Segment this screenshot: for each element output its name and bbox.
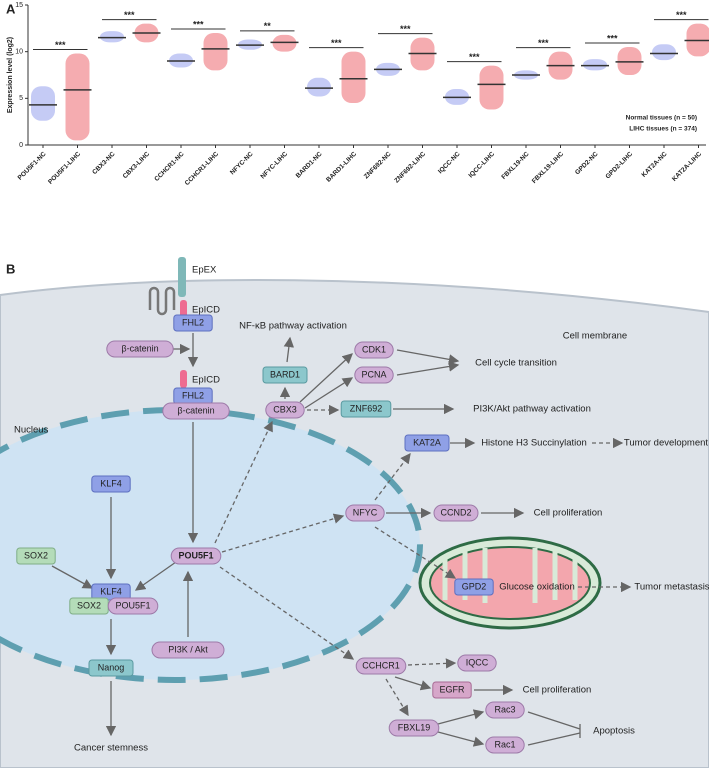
node-label: POU5F1 <box>178 550 213 560</box>
node-label: PI3K / Akt <box>168 644 208 654</box>
distribution <box>480 66 504 110</box>
x-tick-label: FBXL19-LIHC <box>531 150 566 185</box>
node-label: β-catenin <box>177 405 214 415</box>
node-label: GPD2 <box>462 581 487 591</box>
annotation: Cell proliferation <box>523 685 592 696</box>
y-tick-label: 0 <box>19 142 23 149</box>
node-label: CDK1 <box>362 344 386 354</box>
x-tick-label: NFYC-NC <box>229 150 255 176</box>
node-label: KLF4 <box>100 478 122 488</box>
node-label: KLF4 <box>100 586 122 596</box>
node-label: FBXL19 <box>398 722 431 732</box>
diagram: B EpEXEpICDFHL2β-cateninEpICDFHL2β-caten… <box>0 257 709 768</box>
x-tick-label: ZNF692-NC <box>363 150 393 180</box>
legend-entry: Normal tissues (n = 50) <box>626 115 697 122</box>
x-tick-label: BARD1-NC <box>295 150 324 179</box>
legend-entry: LIHC tissues (n = 374) <box>629 126 697 133</box>
panel-label: B <box>6 261 15 276</box>
x-tick-label: CCHCR1-NC <box>153 150 185 182</box>
annotation: PI3K/Akt pathway activation <box>473 404 591 415</box>
node-label: β-catenin <box>121 343 158 353</box>
x-tick-label: ZNF692-LIHC <box>393 150 427 184</box>
x-tick-label: CBX3-NC <box>91 150 117 176</box>
x-tick-label: GPD2-NC <box>574 150 600 176</box>
x-tick-label: KAT2A-LIHC <box>671 150 703 182</box>
annotation: Cell cycle transition <box>475 358 557 369</box>
node-label: CCHCR1 <box>362 660 400 670</box>
x-tick-label: GPD2-LIHC <box>604 150 634 180</box>
node-label: CCND2 <box>440 507 471 517</box>
node-label: EGFR <box>439 684 465 694</box>
annotation: Tumor metastasis <box>634 582 709 593</box>
significance-label: *** <box>400 24 411 34</box>
epicd-bar <box>180 370 187 388</box>
node-label: Rac3 <box>494 704 515 714</box>
node-label: Rac1 <box>494 739 515 749</box>
annotation: Cancer stemness <box>74 743 148 754</box>
distribution <box>307 78 331 97</box>
distribution <box>273 35 297 52</box>
x-tick-label: POU5F1-LIHC <box>47 150 82 185</box>
distribution <box>204 33 228 70</box>
y-axis-label: Expression level (log2) <box>7 37 14 113</box>
node-label: FHL2 <box>182 317 204 327</box>
node-label: Nanog <box>98 662 125 672</box>
node-label: PCNA <box>361 369 386 379</box>
significance-label: *** <box>124 10 135 20</box>
x-tick-label: POU5F1-NC <box>17 150 48 181</box>
node-label: SOX2 <box>24 550 48 560</box>
significance-label: ** <box>264 21 272 31</box>
node-label: POU5F1 <box>115 600 150 610</box>
node-label: CBX3 <box>273 404 297 414</box>
annotation: Histone H3 Succinylation <box>481 438 587 449</box>
significance-label: *** <box>469 52 480 62</box>
significance-label: *** <box>193 19 204 29</box>
node-label: KAT2A <box>413 437 441 447</box>
distribution <box>31 86 55 121</box>
x-tick-label: NFYC-LIHC <box>259 150 289 180</box>
annotation: Tumor development <box>624 438 708 449</box>
distribution <box>652 44 676 60</box>
annotation: EpEX <box>192 265 217 276</box>
node-label: IQCC <box>466 657 489 667</box>
y-tick-label: 15 <box>15 2 23 9</box>
x-tick-label: BARD1-LIHC <box>325 150 358 183</box>
distribution <box>100 31 124 42</box>
annotation: Cell membrane <box>563 331 627 342</box>
x-tick-label: CBX3-LIHC <box>122 150 152 180</box>
significance-label: *** <box>538 38 549 48</box>
annotation: EpICD <box>192 375 220 386</box>
node-label: BARD1 <box>270 369 300 379</box>
annotation: EpICD <box>192 305 220 316</box>
distribution <box>618 47 642 75</box>
distribution <box>583 59 607 70</box>
distribution <box>342 52 366 103</box>
annotation: Nucleus <box>14 425 49 436</box>
annotation: Cell proliferation <box>534 508 603 519</box>
significance-label: *** <box>55 40 66 50</box>
node-label: SOX2 <box>77 600 101 610</box>
x-tick-label: KAT2A-NC <box>641 150 669 178</box>
x-tick-label: IQCC-NC <box>437 150 462 175</box>
node-label: FHL2 <box>182 390 204 400</box>
node-label: NFYC <box>353 507 378 517</box>
distribution <box>66 54 90 141</box>
node-label: ZNF692 <box>350 403 383 413</box>
epex-bar <box>178 257 186 297</box>
annotation: Apoptosis <box>593 726 635 737</box>
annotation: NF-κB pathway activation <box>239 321 347 332</box>
y-tick-label: 5 <box>19 95 23 102</box>
significance-label: *** <box>331 38 342 48</box>
x-tick-label: IQCC-LIHC <box>467 150 496 179</box>
annotation: Glucose oxidation <box>499 582 575 593</box>
x-tick-label: FBXL19-NC <box>500 150 530 180</box>
y-tick-label: 10 <box>15 49 23 56</box>
significance-label: *** <box>676 10 687 20</box>
significance-label: *** <box>607 33 618 43</box>
x-tick-label: CCHCR1-LIHC <box>184 150 221 187</box>
